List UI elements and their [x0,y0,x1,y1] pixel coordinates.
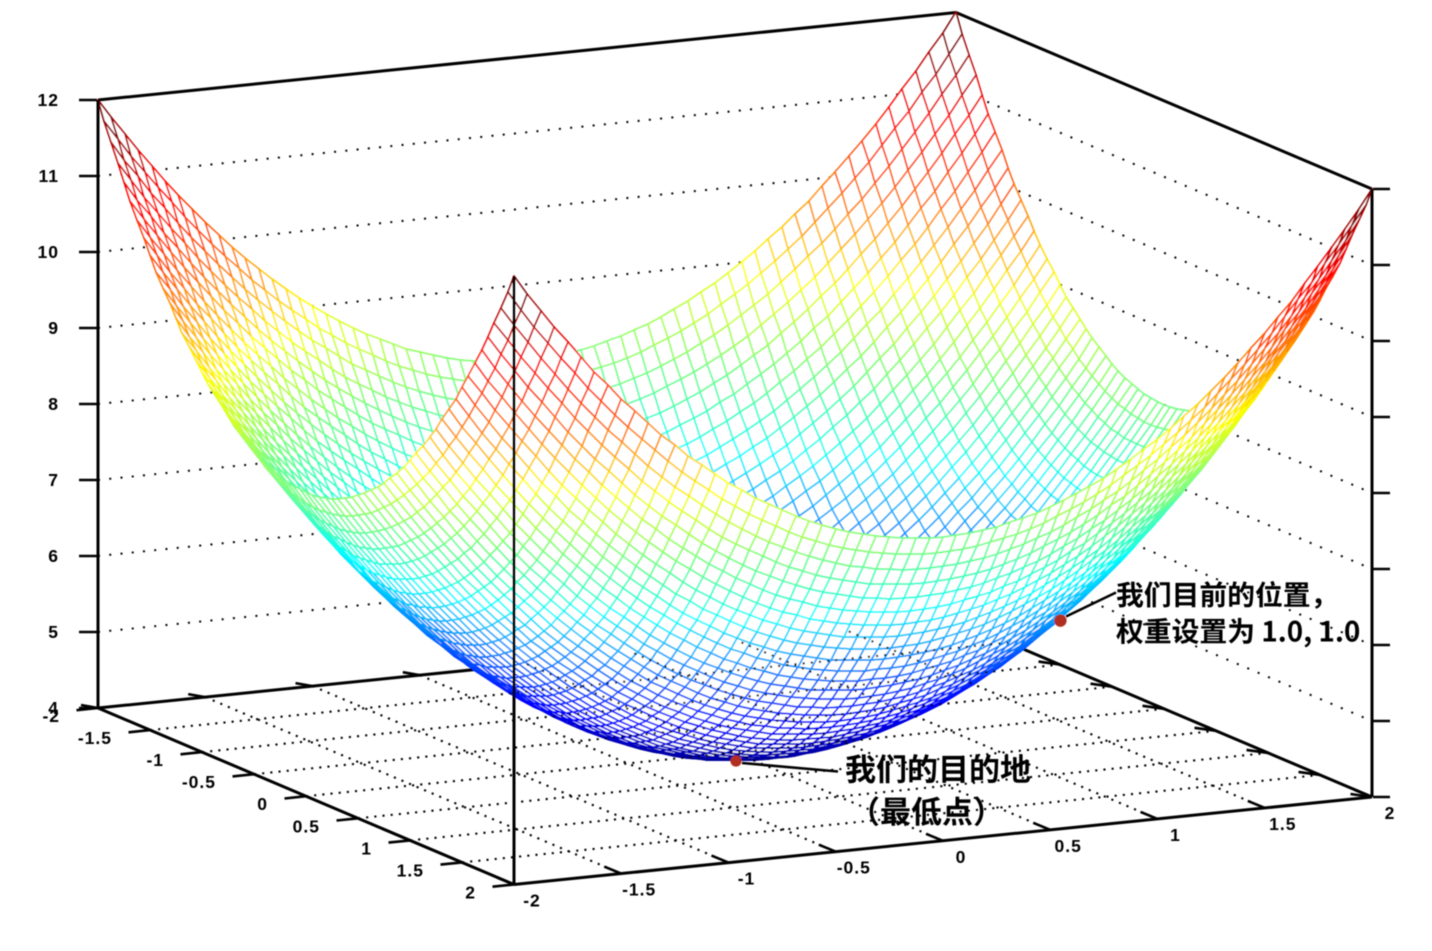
svg-text:-2: -2 [42,706,60,726]
svg-text:0: 0 [257,794,268,814]
svg-text:-1.5: -1.5 [78,728,112,748]
svg-text:9: 9 [48,318,59,338]
svg-text:1: 1 [361,838,372,858]
svg-text:2: 2 [1385,803,1396,823]
svg-text:6: 6 [48,546,59,566]
svg-text:2: 2 [465,883,476,903]
svg-text:8: 8 [48,394,59,414]
svg-text:-0.5: -0.5 [837,858,871,878]
svg-text:-1.5: -1.5 [622,880,656,900]
svg-text:5: 5 [48,622,59,642]
svg-text:-2: -2 [523,891,541,911]
svg-text:-1: -1 [738,869,756,889]
svg-text:4: 4 [48,698,59,718]
svg-text:12: 12 [38,90,59,110]
svg-text:1: 1 [1170,825,1181,845]
svg-text:-0.5: -0.5 [182,772,216,792]
svg-text:0.5: 0.5 [293,816,320,836]
svg-text:0: 0 [956,847,967,867]
svg-text:0.5: 0.5 [1055,836,1082,856]
svg-text:11: 11 [39,166,60,186]
svg-text:-1: -1 [146,750,164,770]
svg-text:7: 7 [48,470,59,490]
svg-text:1.5: 1.5 [1269,814,1296,834]
svg-text:1.5: 1.5 [397,860,424,880]
svg-text:10: 10 [38,242,59,262]
